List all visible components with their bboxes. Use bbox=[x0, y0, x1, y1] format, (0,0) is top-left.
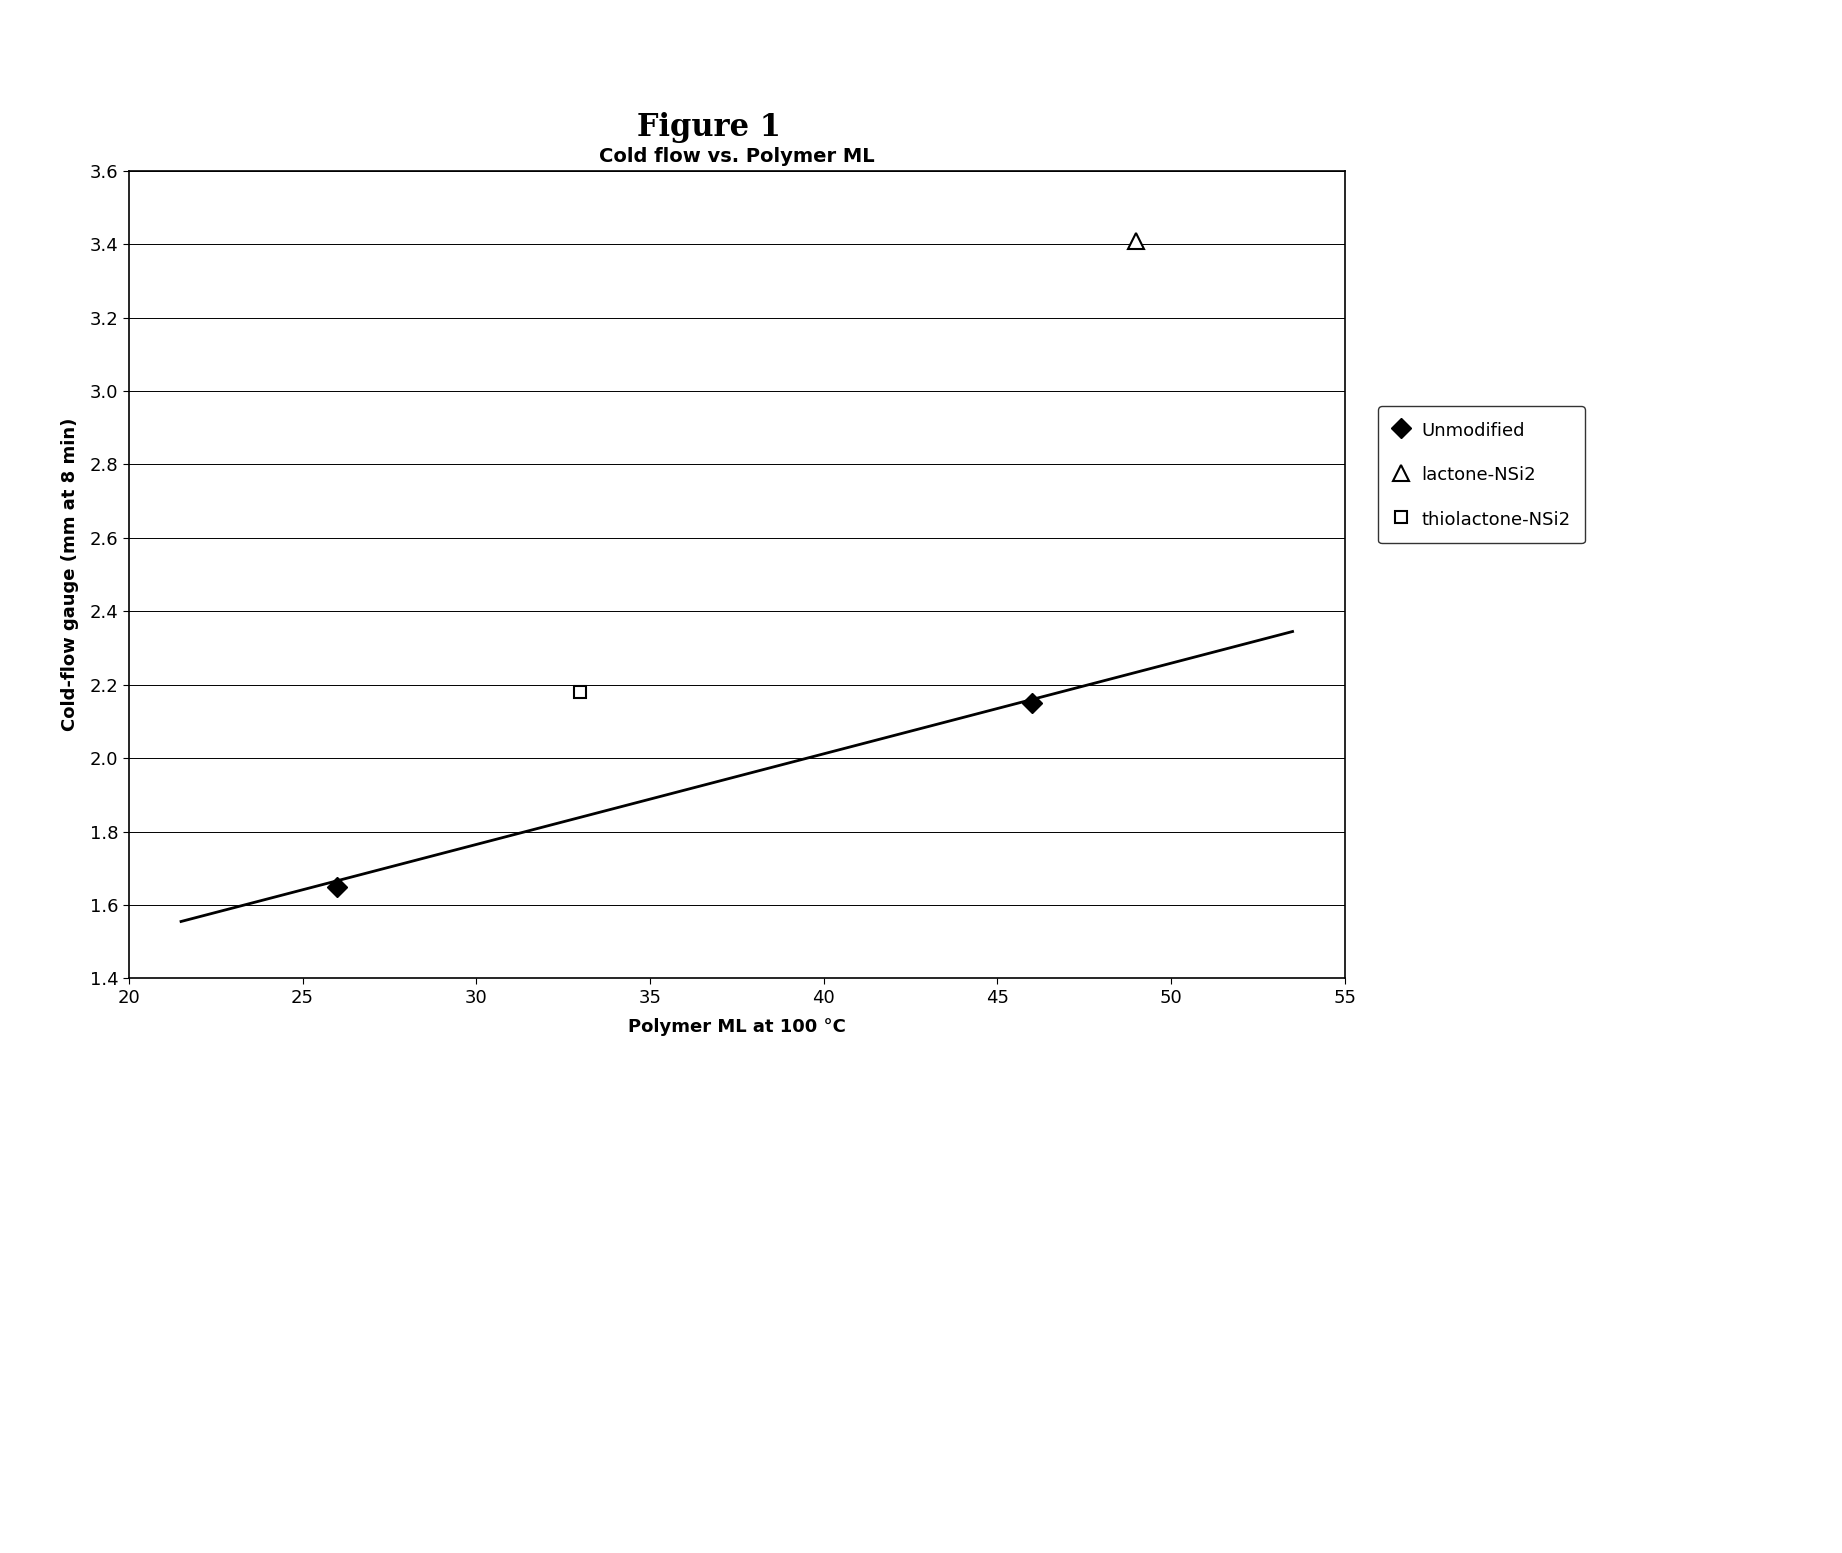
Legend: Unmodified, lactone-NSi2, thiolactone-NSi2: Unmodified, lactone-NSi2, thiolactone-NS… bbox=[1378, 405, 1584, 544]
Text: Figure 1: Figure 1 bbox=[637, 112, 781, 143]
Title: Cold flow vs. Polymer ML: Cold flow vs. Polymer ML bbox=[599, 148, 875, 166]
Y-axis label: Cold-flow gauge (mm at 8 min): Cold-flow gauge (mm at 8 min) bbox=[61, 418, 79, 731]
X-axis label: Polymer ML at 100 °C: Polymer ML at 100 °C bbox=[628, 1017, 845, 1036]
